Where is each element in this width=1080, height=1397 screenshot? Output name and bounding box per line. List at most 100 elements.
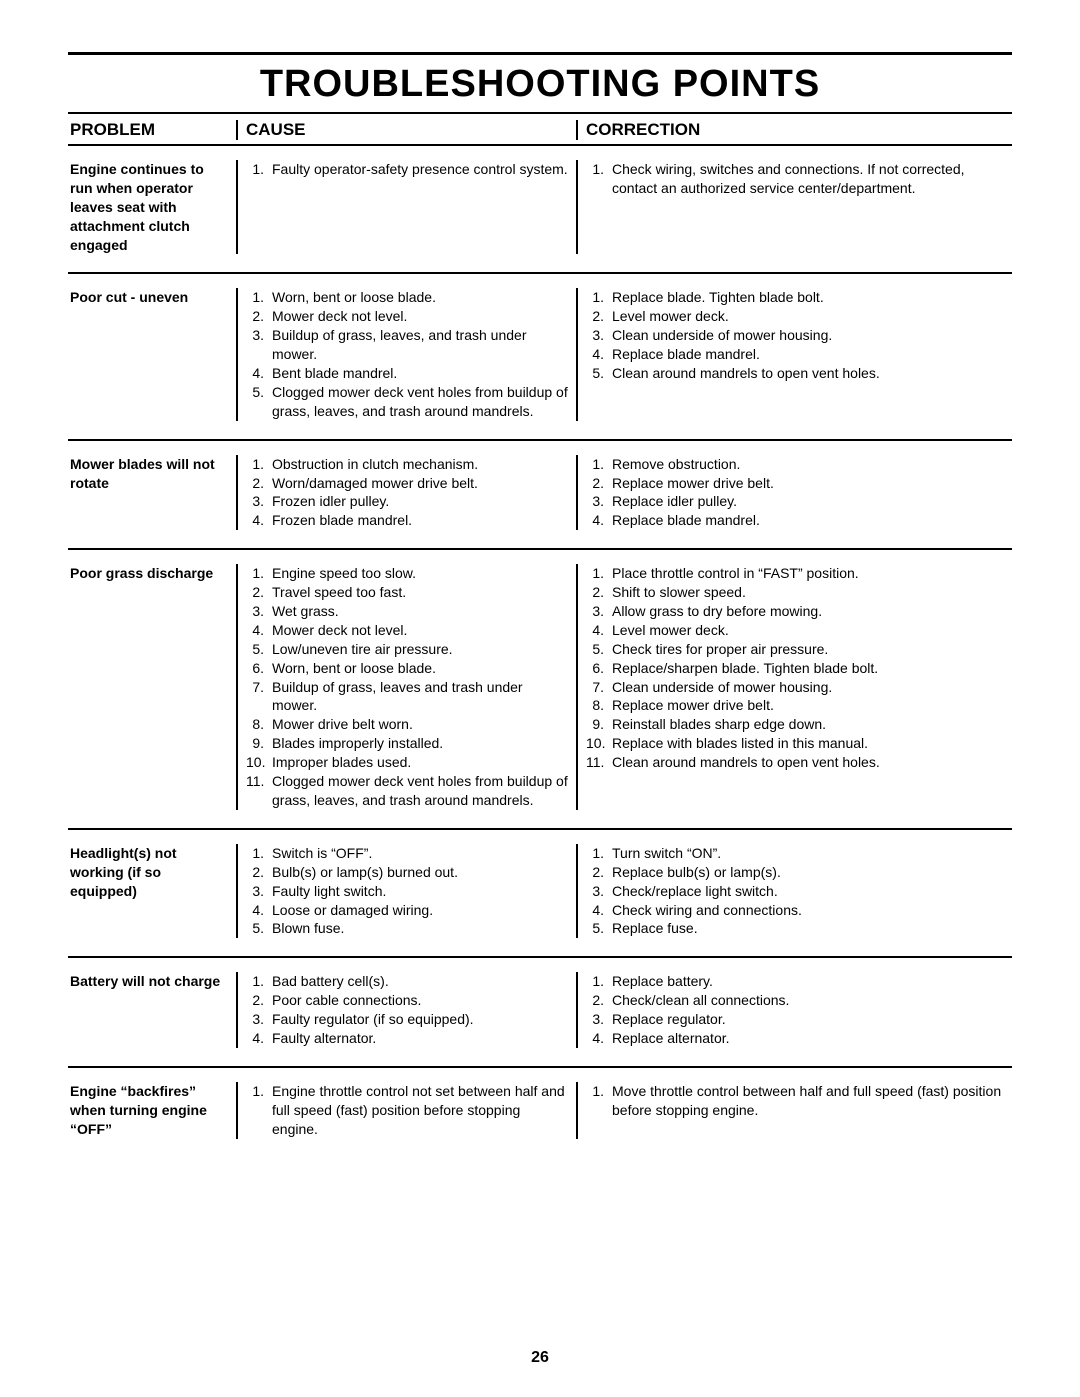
list-number: 3. (246, 602, 272, 621)
cause-item: 8.Mower drive belt worn. (246, 715, 568, 734)
correction-text: Replace blade. Tighten blade bolt. (612, 288, 1010, 307)
list-number: 3. (246, 326, 272, 345)
correction-item: 4.Level mower deck. (586, 621, 1010, 640)
cause-item: 5.Clogged mower deck vent holes from bui… (246, 383, 568, 421)
cause-text: Blades improperly installed. (272, 734, 568, 753)
correction-list: 1.Place throttle control in “FAST” posit… (586, 564, 1010, 772)
cause-text: Mower drive belt worn. (272, 715, 568, 734)
list-number: 2. (586, 307, 612, 326)
list-number: 4. (586, 621, 612, 640)
correction-text: Shift to slower speed. (612, 583, 1010, 602)
list-number: 2. (586, 863, 612, 882)
list-number: 3. (586, 602, 612, 621)
cause-item: 5.Low/uneven tire air pressure. (246, 640, 568, 659)
correction-item: 3.Allow grass to dry before mowing. (586, 602, 1010, 621)
cause-text: Worn, bent or loose blade. (272, 659, 568, 678)
cause-text: Loose or damaged wiring. (272, 901, 568, 920)
cause-item: 3.Faulty light switch. (246, 882, 568, 901)
list-number: 10. (586, 734, 612, 753)
list-number: 1. (246, 972, 272, 991)
cause-text: Mower deck not level. (272, 621, 568, 640)
cause-cell: 1.Worn, bent or loose blade.2.Mower deck… (238, 288, 578, 420)
header-cause: CAUSE (238, 120, 578, 140)
correction-item: 2.Replace bulb(s) or lamp(s). (586, 863, 1010, 882)
correction-cell: 1.Move throttle control between half and… (578, 1082, 1012, 1139)
cause-text: Frozen idler pulley. (272, 492, 568, 511)
problem-text: Engine “backfires” when turning engine “… (70, 1082, 228, 1139)
page-number: 26 (0, 1349, 1080, 1367)
correction-text: Remove obstruction. (612, 455, 1010, 474)
correction-text: Turn switch “ON”. (612, 844, 1010, 863)
correction-text: Replace blade mandrel. (612, 345, 1010, 364)
problem-cell: Headlight(s) not working (if so equipped… (68, 844, 238, 938)
correction-item: 10.Replace with blades listed in this ma… (586, 734, 1010, 753)
correction-cell: 1.Turn switch “ON”.2.Replace bulb(s) or … (578, 844, 1012, 938)
list-number: 3. (586, 492, 612, 511)
list-number: 1. (586, 288, 612, 307)
correction-text: Replace with blades listed in this manua… (612, 734, 1010, 753)
cause-item: 1.Obstruction in clutch mechanism. (246, 455, 568, 474)
correction-item: 2.Shift to slower speed. (586, 583, 1010, 602)
table-row: Engine “backfires” when turning engine “… (68, 1068, 1012, 1157)
list-number: 2. (246, 991, 272, 1010)
list-number: 1. (586, 972, 612, 991)
list-number: 3. (246, 882, 272, 901)
cause-list: 1.Engine throttle control not set betwee… (246, 1082, 568, 1139)
list-number: 11. (586, 753, 612, 772)
cause-text: Improper blades used. (272, 753, 568, 772)
list-number: 5. (246, 640, 272, 659)
cause-text: Engine speed too slow. (272, 564, 568, 583)
list-number: 3. (586, 326, 612, 345)
correction-list: 1.Remove obstruction.2.Replace mower dri… (586, 455, 1010, 531)
list-number: 1. (246, 844, 272, 863)
cause-text: Low/uneven tire air pressure. (272, 640, 568, 659)
correction-item: 5.Replace fuse. (586, 919, 1010, 938)
correction-item: 1.Replace blade. Tighten blade bolt. (586, 288, 1010, 307)
correction-list: 1.Replace blade. Tighten blade bolt.2.Le… (586, 288, 1010, 382)
cause-text: Faulty alternator. (272, 1029, 568, 1048)
correction-item: 1.Place throttle control in “FAST” posit… (586, 564, 1010, 583)
correction-item: 3.Check/replace light switch. (586, 882, 1010, 901)
problem-text: Poor cut - uneven (70, 288, 228, 307)
correction-text: Replace battery. (612, 972, 1010, 991)
list-number: 2. (586, 583, 612, 602)
list-number: 7. (586, 678, 612, 697)
problem-text: Poor grass discharge (70, 564, 228, 583)
correction-text: Move throttle control between half and f… (612, 1082, 1010, 1120)
cause-cell: 1.Switch is “OFF”.2.Bulb(s) or lamp(s) b… (238, 844, 578, 938)
cause-item: 1.Worn, bent or loose blade. (246, 288, 568, 307)
list-number: 4. (246, 364, 272, 383)
list-number: 4. (246, 1029, 272, 1048)
cause-item: 10.Improper blades used. (246, 753, 568, 772)
correction-item: 4.Replace blade mandrel. (586, 511, 1010, 530)
cause-text: Faulty light switch. (272, 882, 568, 901)
list-number: 8. (586, 696, 612, 715)
cause-text: Frozen blade mandrel. (272, 511, 568, 530)
correction-text: Replace mower drive belt. (612, 474, 1010, 493)
problem-cell: Poor grass discharge (68, 564, 238, 810)
correction-item: 1.Check wiring, switches and connections… (586, 160, 1010, 198)
list-number: 4. (246, 621, 272, 640)
correction-list: 1.Replace battery.2.Check/clean all conn… (586, 972, 1010, 1048)
cause-item: 2.Mower deck not level. (246, 307, 568, 326)
cause-text: Engine throttle control not set between … (272, 1082, 568, 1139)
header-problem: PROBLEM (68, 120, 238, 140)
correction-text: Replace fuse. (612, 919, 1010, 938)
correction-text: Replace idler pulley. (612, 492, 1010, 511)
cause-item: 1.Bad battery cell(s). (246, 972, 568, 991)
list-number: 11. (246, 772, 272, 791)
correction-item: 7.Clean underside of mower housing. (586, 678, 1010, 697)
list-number: 5. (586, 640, 612, 659)
correction-item: 3.Replace idler pulley. (586, 492, 1010, 511)
table-row: Poor grass discharge 1.Engine speed too s… (68, 550, 1012, 830)
correction-text: Clean underside of mower housing. (612, 326, 1010, 345)
correction-text: Check wiring, switches and connections. … (612, 160, 1010, 198)
cause-text: Mower deck not level. (272, 307, 568, 326)
correction-list: 1.Check wiring, switches and connections… (586, 160, 1010, 198)
list-number: 1. (246, 160, 272, 179)
cause-item: 1.Engine speed too slow. (246, 564, 568, 583)
problem-cell: Poor cut - uneven (68, 288, 238, 420)
list-number: 4. (586, 511, 612, 530)
cause-item: 4.Loose or damaged wiring. (246, 901, 568, 920)
list-number: 5. (246, 383, 272, 402)
